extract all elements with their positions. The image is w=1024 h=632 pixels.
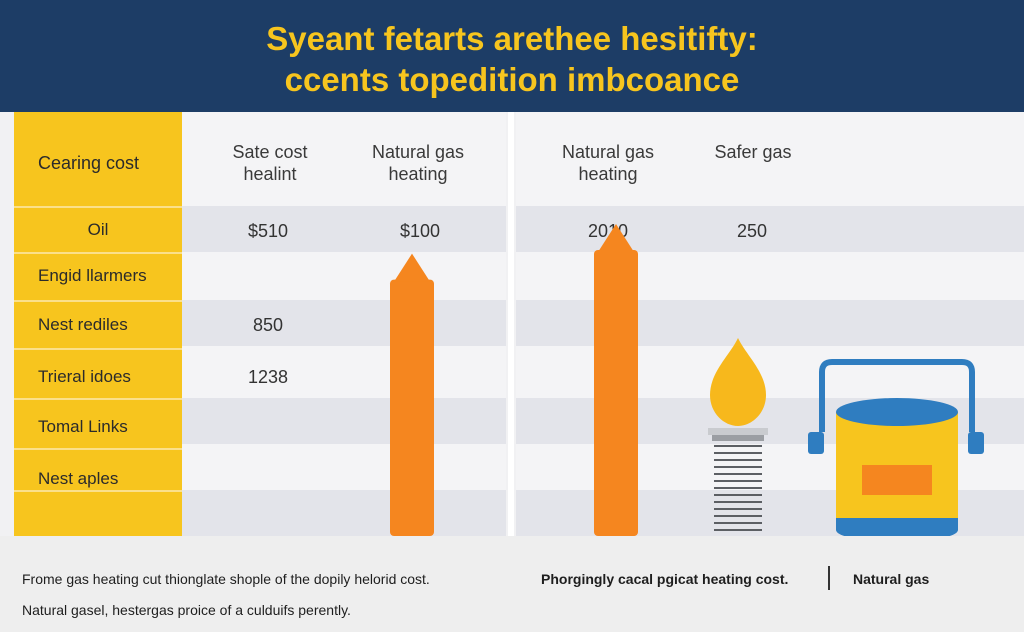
row-separator (14, 252, 182, 254)
bar-tip-2 (598, 224, 634, 252)
row-label: Engid llarmers (38, 266, 147, 285)
column-header: Natural gas heating (350, 141, 486, 185)
column-header-line: Sate cost (232, 142, 308, 162)
column-header-line: Natural gas (371, 142, 465, 162)
column-header-line: heating (388, 164, 448, 184)
column-header-line: healint (243, 164, 297, 184)
row-label: Trieral idoes (38, 367, 131, 386)
row-separator (14, 398, 182, 400)
header-banner (0, 0, 1024, 112)
row-label: Oil (87, 220, 109, 239)
footer (0, 536, 1024, 632)
footer-separator (828, 566, 830, 590)
footer-right-text: Phorgingly cacal pgicat heating cost. (541, 571, 789, 587)
row-label: Nest rediles (38, 315, 128, 334)
column-header: Safer gas (690, 141, 816, 163)
flame-burner-icon (708, 338, 768, 531)
page-title-line-1: Syeant fetarts arethee hesitifty: (266, 20, 758, 57)
row-stripe (516, 206, 1024, 252)
row-separator (14, 348, 182, 350)
bar-1 (390, 279, 434, 536)
footer-note-line-1: Frome gas heating cut thionglate shople … (22, 571, 430, 587)
gas-tank-icon (808, 359, 984, 542)
row-separator (14, 300, 182, 302)
panel-divider (508, 112, 514, 544)
footer-legend-label: Natural gas (853, 571, 930, 587)
page-title-line-2: ccents topedition imbcoance (284, 61, 740, 98)
bar-2 (594, 250, 638, 536)
row-separator (14, 206, 182, 208)
table-corner-label: Cearing cost (38, 153, 140, 173)
row-label: Nest aples (38, 469, 119, 488)
row-label: Tomal Links (38, 417, 128, 436)
column-header: Natural gas heating (540, 141, 676, 185)
table-cell: 1238 (247, 367, 289, 387)
column-header-line: heating (578, 164, 638, 184)
column-header-line: Natural gas (561, 142, 655, 162)
column-header: Sate cost healint (205, 141, 335, 185)
column-header-line: Safer gas (714, 142, 792, 162)
table-cell: 250 (736, 221, 768, 241)
table-cell: $510 (247, 221, 289, 241)
bar-tip-1 (394, 253, 430, 282)
row-separator (14, 490, 182, 492)
table-cell: 850 (252, 315, 284, 335)
table-cell: $100 (399, 221, 441, 241)
row-separator (14, 448, 182, 450)
footer-note-line-2: Natural gasel, hestergas proice of a cul… (22, 602, 351, 618)
bar-group (390, 224, 638, 536)
row-label-column (14, 112, 182, 536)
